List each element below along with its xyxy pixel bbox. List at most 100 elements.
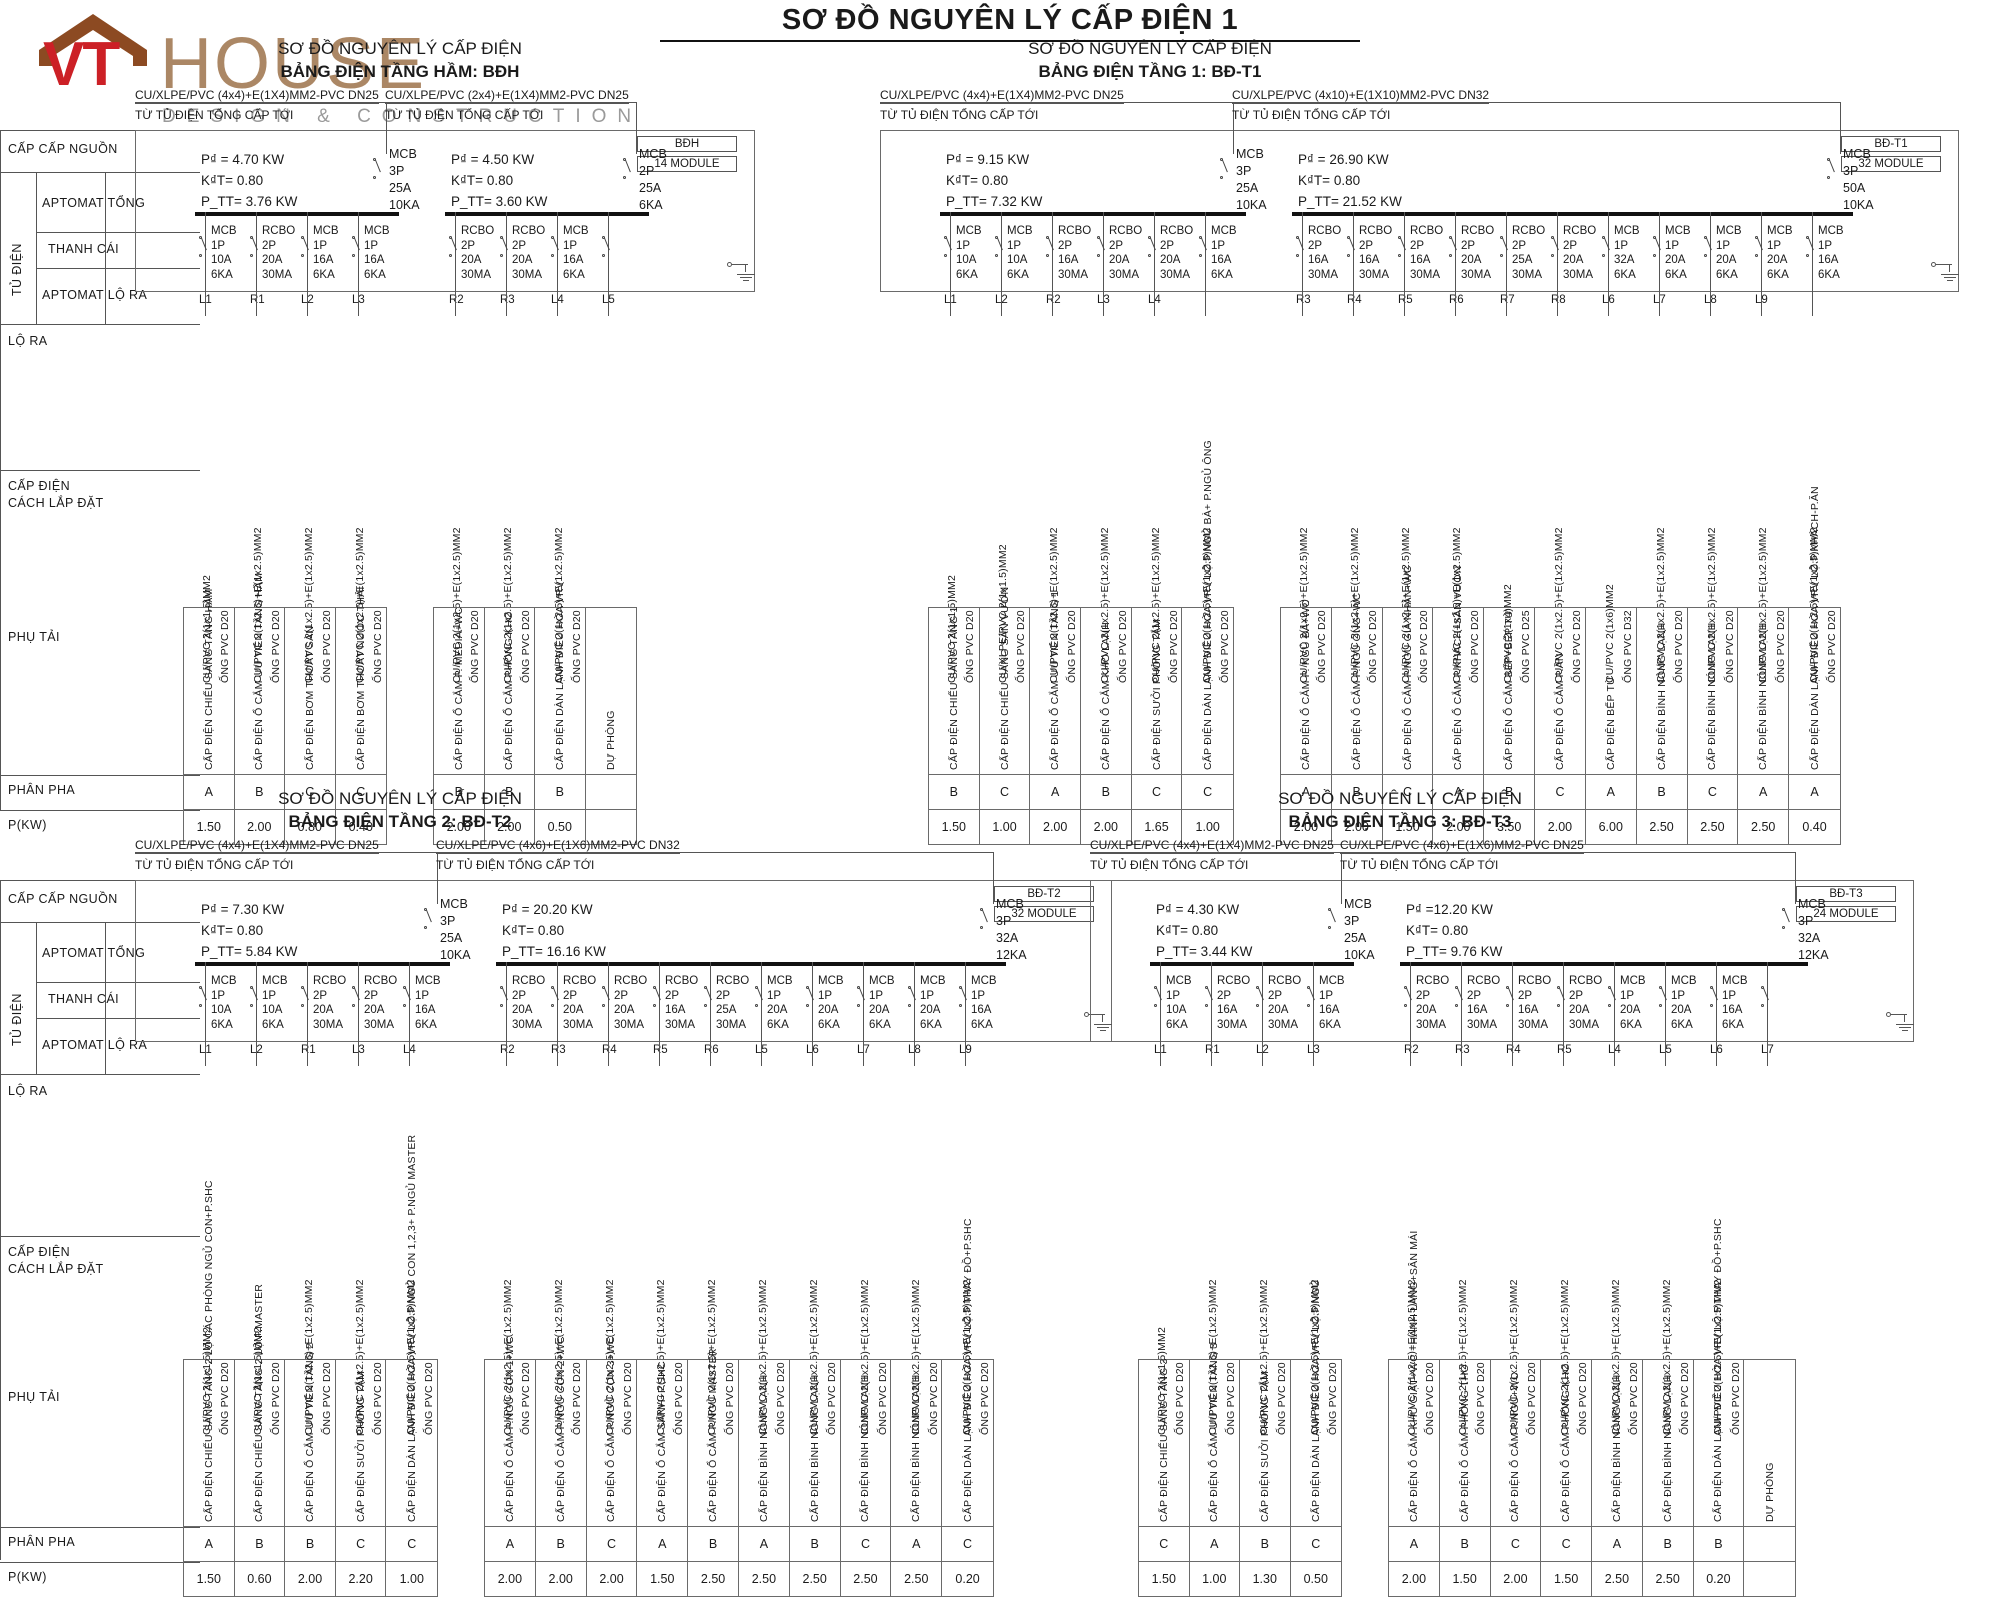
busbar-BD-T2-0 [195, 962, 450, 966]
load-cell-BDH-0-2: CẤP ĐIỆN BƠM THOÁT SÀN [285, 608, 336, 774]
way-wire-BD-T2-0-4 [409, 1030, 410, 1066]
main-breaker-switch-BDH-1 [623, 156, 637, 190]
way-wire-BD-T2-0-1 [256, 1030, 257, 1066]
incoming-cable-text-BD-T3-1: CU/XLPE/PVC (4x6)+E(1X6)MM2-PVC DN25 [1340, 838, 1584, 854]
load-label-BD-T3-0-1: CẤP ĐIỆN Ổ CẮM ƯU TIÊN TẦNG 3 [1208, 1342, 1221, 1522]
way-breaker-amps-BD-T1-1-10: 16A [1818, 254, 1839, 267]
way-breaker-switch-BD-T2-0-2 [301, 984, 315, 1018]
way-breaker-amps-BD-T1-1-5: 20A [1563, 254, 1584, 267]
way-wire-BD-T3-1-3 [1563, 1030, 1564, 1066]
load-label-BD-T1-0-5: CẤP ĐIỆN DÀN LẠNH ĐIỀU HÒA VRV LỘ:P.NGỦ … [1201, 440, 1214, 770]
way-breaker-amps-BD-T3-1-2: 16A [1518, 1004, 1539, 1017]
incoming-cable-BD-T1-1: CU/XLPE/PVC (4x10)+E(1X10)MM2-PVC DN32 [1232, 88, 1490, 104]
way-breaker-poles-BD-T2-1-0: 2P [512, 989, 527, 1002]
way-breaker-ka-BD-T1-0-2: 30MA [1058, 269, 1089, 282]
incoming-cable-BD-T3-0: CU/XLPE/PVC (4x4)+E(1X4)MM2-PVC DN25 [1090, 838, 1334, 854]
way-breaker-BD-T3-0-1: RCBO 2P 16A 30MA [1217, 974, 1250, 1033]
phase-cell-BD-T2-1-5: A [739, 1527, 790, 1561]
way-breaker-ka-BDH-0-0: 6KA [211, 269, 233, 282]
way-wire-BD-T2-0-2 [307, 1030, 308, 1066]
way-breaker-BD-T1-1-10: MCB 1P 16A 6KA [1818, 224, 1844, 283]
way-breaker-switch-BD-T2-1-3 [653, 984, 667, 1018]
way-wire-BD-T3-1-7 [1767, 1030, 1768, 1066]
way-breaker-type-BDH-0-3: MCB [364, 225, 390, 237]
way-breaker-ka-BD-T3-1-4: 6KA [1620, 1019, 1642, 1032]
busbar-BD-T2-1 [496, 962, 1006, 966]
way-breaker-ka-BD-T1-1-4: 30MA [1512, 269, 1543, 282]
load-cell-BD-T3-0-3: CẤP ĐIỆN DÀN LẠNH ĐIỀU HÒA VRV LỘ:P.NGỦ [1291, 1280, 1342, 1526]
way-breaker-switch-BD-T1-0-2 [1046, 234, 1060, 268]
way-ref-BD-T2-1-1: R3 [551, 1044, 566, 1056]
way-ref-BD-T3-1-0: R2 [1404, 1044, 1419, 1056]
way-wire-BD-T2-1-5 [761, 1030, 762, 1066]
way-breaker-BD-T2-0-2: RCBO 2P 20A 30MA [313, 974, 346, 1033]
load-cell-BD-T1-1-1: CẤP ĐIỆN Ổ CẮM P.NGỦ ÔNG+WC [1332, 593, 1383, 774]
main-ptt-BD-T2-0: P_TT= 5.84 KW [201, 943, 298, 959]
panel-title-line2-BD-T3: BẢNG ĐIỆN TẦNG 3: BĐ-T3 [1288, 811, 1512, 831]
way-breaker-type-BD-T1-0-5: MCB [1211, 225, 1237, 237]
earth-icon-BD-T1 [1931, 258, 1961, 281]
way-breaker-poles-BD-T2-0-0: 1P [211, 989, 226, 1002]
way-breaker-switch-BD-T2-1-9 [959, 984, 973, 1018]
way-wire-BD-T3-0-1 [1211, 1030, 1212, 1066]
way-breaker-poles-BD-T1-0-5: 1P [1211, 239, 1226, 252]
way-breaker-ka-BD-T1-0-0: 6KA [956, 269, 978, 282]
power-cell-BD-T1-1-8: 2.50 [1688, 810, 1739, 844]
main-ptt-BD-T3-0: P_TT= 3.44 KW [1156, 943, 1253, 959]
way-wire-BD-T2-1-2 [608, 1030, 609, 1066]
way-breaker-BD-T2-0-1: MCB 1P 10A 6KA [262, 974, 288, 1033]
main-pd-BD-T3-1: P₫ =12.20 KW [1406, 902, 1493, 917]
phase-cell-BD-T2-1-4: B [688, 1527, 739, 1561]
main-breaker-BD-T3-0: MCB 3P 25A 10KA [1344, 896, 1375, 964]
panel-frame-BD-T1 [880, 130, 1959, 292]
load-cell-BD-T3-0-2: CẤP ĐIỆN SƯỞI PHÒNG TẮM [1240, 1360, 1291, 1526]
way-breaker-ka-BD-T1-1-6: 6KA [1614, 269, 1636, 282]
load-cell-BDH-1-2: CẤP ĐIỆN DÀN LẠNH ĐIỀU HÒA VRV [535, 581, 586, 774]
logo-tagline: DESIGN & CONSTRUCTION [162, 106, 643, 127]
load-cell-BD-T3-1-0: CẤP ĐIỆN Ổ CẮM KHU GIẶT+WC +HÀNH LANG+SÂ… [1389, 1231, 1440, 1526]
way-breaker-switch-BD-T3-0-3 [1307, 984, 1321, 1018]
way-breaker-type-BD-T2-1-0: RCBO [512, 975, 546, 987]
main-breaker-amps-BD-T2-1: 32A [996, 930, 1019, 945]
phase-cell-BD-T2-0-2: B [285, 1527, 336, 1561]
way-breaker-BD-T3-1-6: MCB 1P 16A 6KA [1722, 974, 1748, 1033]
legend-power-2: P(KW) [8, 1570, 47, 1584]
way-breaker-type-BD-T3-1-2: RCBO [1518, 975, 1552, 987]
load-label-BDH-0-0: CẤP ĐIỆN CHIẾU SÁNG TẦNG HẦM [202, 588, 215, 770]
power-cell-BDH-0-1: 2.00 [235, 810, 285, 844]
load-cell-BD-T1-1-6: CẤP ĐIỆN BẾP TỪ [1586, 608, 1637, 774]
page-title-text: SƠ ĐỒ NGUYÊN LÝ CẤP ĐIỆN 1 [781, 4, 1239, 36]
way-breaker-BD-T3-1-0: RCBO 2P 20A 30MA [1416, 974, 1449, 1033]
incoming-from-BD-T2-1: TỪ TỦ ĐIỆN TỔNG CẤP TỚI [436, 858, 595, 872]
way-breaker-type-BD-T1-1-4: RCBO [1512, 225, 1546, 237]
phase-cell-BDH-0-0: A [184, 775, 235, 809]
way-breaker-type-BD-T1-1-9: MCB [1767, 225, 1793, 237]
phase-cell-BD-T1-0-0: B [929, 775, 980, 809]
way-breaker-switch-BD-T1-1-5 [1551, 234, 1565, 268]
load-label-BD-T2-1-0: CẤP ĐIỆN Ổ CẮM P.NGỦ CON 1+WC [503, 1336, 516, 1522]
load-table-BDH-1: CẤP ĐIỆN Ổ CẮM P. MEDIA+WC CẤP ĐIỆN Ổ CẮM… [433, 581, 637, 775]
main-breaker-type-BD-T2-0: MCB [440, 897, 468, 911]
incoming-from-BD-T3-0: TỪ TỦ ĐIỆN TỔNG CẤP TỚI [1090, 858, 1249, 872]
main-breaker-ka-BDH-0: 10KA [389, 197, 420, 212]
way-wire-BDH-0-3 [358, 280, 359, 316]
load-cell-BD-T2-1-7: CẤP ĐIỆN BÌNH NÓNG LẠNH [841, 1360, 892, 1526]
earth-icon-BDH [727, 258, 757, 281]
phase-cell-BD-T2-1-1: B [536, 1527, 587, 1561]
way-breaker-ka-BD-T2-0-1: 6KA [262, 1019, 284, 1032]
way-breaker-switch-BD-T2-1-1 [551, 984, 565, 1018]
legend-phase-2: PHÂN PHA [8, 1535, 76, 1549]
way-breaker-BDH-1-0: RCBO 2P 20A 30MA [461, 224, 494, 283]
incoming-from-BD-T3-1: TỪ TỦ ĐIỆN TỔNG CẤP TỚI [1340, 858, 1499, 872]
incoming-from-BDH-1: TỪ TỦ ĐIỆN TỔNG CẤP TỚI [385, 108, 544, 122]
way-breaker-type-BDH-1-0: RCBO [461, 225, 495, 237]
way-breaker-type-BD-T3-0-3: MCB [1319, 975, 1345, 987]
way-breaker-ka-BDH-0-3: 6KA [364, 269, 386, 282]
way-breaker-BD-T1-0-3: RCBO 2P 20A 30MA [1109, 224, 1142, 283]
way-wire-BD-T1-0-3 [1103, 280, 1104, 316]
legend-power: P(KW) [8, 818, 47, 832]
way-breaker-type-BD-T2-1-2: RCBO [614, 975, 648, 987]
way-breaker-BD-T2-1-5: MCB 1P 20A 6KA [767, 974, 793, 1033]
